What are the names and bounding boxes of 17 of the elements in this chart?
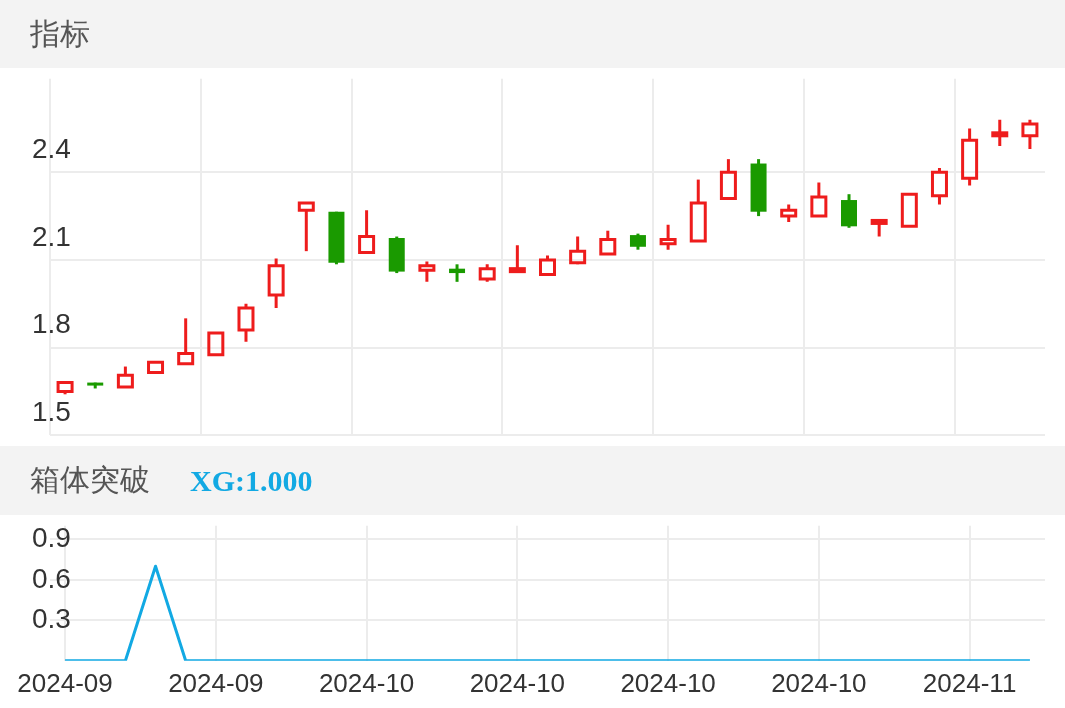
x-tick-label: 2024-10 [318,667,415,698]
x-tick-label: 2024-09 [168,667,264,698]
x-tick-label: 2024-10 [771,667,867,698]
chart-title: 箱体突破 [30,461,150,499]
y-tick-label: 0.3 [32,603,71,635]
x-tick-label: 2024-11 [922,667,1017,698]
y-tick-label: 0.9 [32,522,71,554]
chart-title: 指标 [30,14,90,53]
y-tick-label: 1.8 [32,308,71,340]
y-tick-label: 1.5 [32,395,71,427]
x-tick-label: 2024-09 [17,667,113,698]
y-tick-label: 2.4 [32,133,71,164]
y-tick-label: 2.1 [32,220,71,252]
text: XG:1.000 [190,463,313,498]
y-tick-label: 0.6 [32,562,71,594]
x-tick-label: 2024-10 [469,667,566,698]
x-tick-label: 2024-10 [620,667,716,698]
